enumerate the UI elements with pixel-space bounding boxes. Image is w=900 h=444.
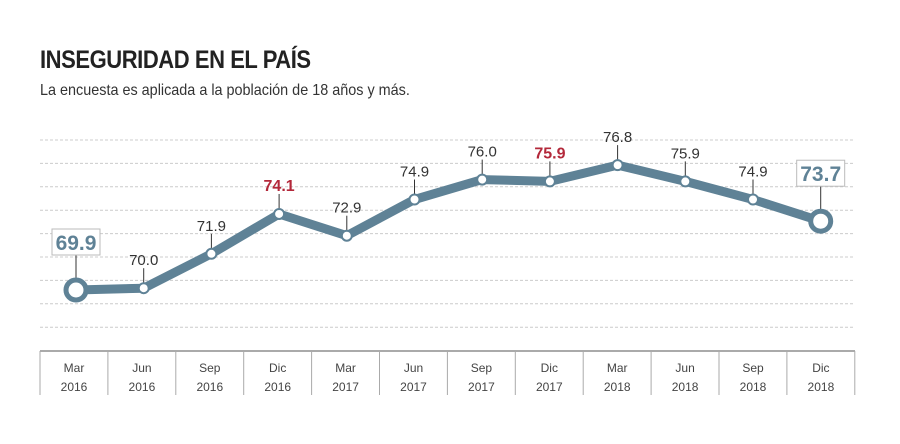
x-tick-label: 2017 (400, 380, 427, 394)
x-tick-label: Sep (471, 361, 493, 375)
data-label: 71.9 (197, 218, 226, 235)
x-tick-label: 2018 (740, 380, 767, 394)
data-label: 72.9 (332, 200, 361, 217)
series-line (75, 160, 823, 295)
data-label: 76.0 (468, 144, 497, 161)
x-tick-label: Mar (64, 361, 85, 375)
label-box (796, 159, 846, 187)
data-point (747, 193, 759, 206)
data-point (476, 173, 489, 186)
data-point (63, 277, 89, 303)
x-tick-label: Dic (812, 361, 829, 375)
data-label: 74.9 (400, 164, 429, 181)
x-tick-label: 2018 (604, 380, 631, 394)
label-box (51, 228, 101, 256)
x-tick-label: Jun (404, 361, 423, 375)
x-tick-label: 2017 (468, 380, 495, 394)
data-point (611, 159, 624, 172)
data-point (808, 208, 834, 234)
data-point (543, 175, 556, 188)
data-point (679, 175, 692, 188)
x-tick-label: 2016 (264, 380, 291, 394)
x-tick-label: 2016 (61, 380, 88, 394)
x-tick-label: 2017 (536, 380, 563, 394)
x-tick-label: Sep (742, 361, 764, 375)
x-tick-label: 2018 (672, 380, 699, 394)
x-tick-label: Dic (541, 361, 558, 375)
x-tick-label: Mar (607, 361, 628, 375)
data-label: 74.1 (264, 178, 295, 195)
data-label: 75.9 (534, 145, 565, 162)
data-label: 69.9 (56, 232, 97, 255)
x-tick-label: Dic (269, 361, 286, 375)
chart-subtitle: La encuesta es aplicada a la población d… (40, 82, 410, 99)
x-tick-label: Jun (132, 361, 151, 375)
data-point (273, 207, 286, 220)
data-label: 70.0 (129, 252, 158, 269)
x-tick-label: 2017 (332, 380, 359, 394)
x-tick-label: Sep (199, 361, 221, 375)
data-label: 73.7 (800, 163, 841, 186)
x-tick-label: Mar (335, 361, 356, 375)
data-point (340, 229, 353, 242)
data-point (205, 247, 218, 260)
data-point (408, 193, 421, 206)
data-point (137, 282, 150, 295)
x-tick-label: 2016 (129, 380, 156, 394)
data-label: 74.9 (738, 164, 767, 181)
x-tick-label: 2018 (808, 380, 835, 394)
data-label: 75.9 (671, 145, 700, 162)
x-tick-label: 2016 (196, 380, 223, 394)
chart-title: INSEGURIDAD EN EL PAÍS (40, 46, 311, 74)
data-label: 76.8 (603, 129, 632, 146)
x-tick-label: Jun (675, 361, 694, 375)
